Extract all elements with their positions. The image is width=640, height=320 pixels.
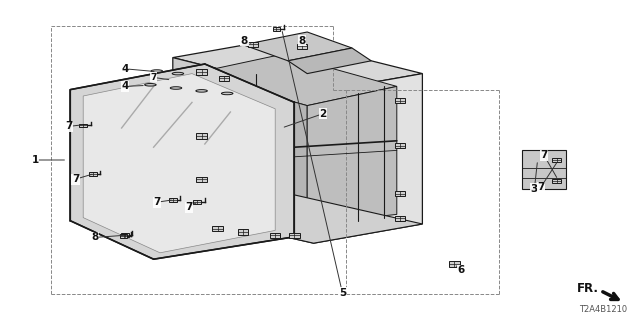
Text: 7: 7 <box>150 73 157 82</box>
Bar <box>297 44 307 49</box>
Ellipse shape <box>170 87 182 89</box>
Ellipse shape <box>145 84 156 86</box>
Bar <box>120 234 127 238</box>
Bar <box>289 233 300 238</box>
Bar <box>196 133 207 139</box>
Polygon shape <box>307 86 397 224</box>
Bar <box>212 226 223 231</box>
Bar <box>552 179 561 183</box>
Text: 7: 7 <box>540 150 548 160</box>
Bar <box>89 172 97 176</box>
Text: 1: 1 <box>31 155 39 165</box>
Bar <box>395 98 405 103</box>
Bar <box>273 27 280 31</box>
Bar <box>169 198 177 202</box>
Ellipse shape <box>172 72 184 75</box>
Bar <box>248 42 258 47</box>
Ellipse shape <box>151 70 163 72</box>
Bar <box>449 261 460 267</box>
Bar <box>395 143 405 148</box>
Polygon shape <box>70 64 294 259</box>
Polygon shape <box>173 58 314 243</box>
Polygon shape <box>192 74 307 224</box>
Text: 7: 7 <box>72 174 79 184</box>
Bar <box>395 216 405 221</box>
Bar <box>121 233 129 237</box>
Bar <box>395 191 405 196</box>
Text: 7: 7 <box>185 202 193 212</box>
Text: 4: 4 <box>121 64 129 74</box>
Polygon shape <box>314 74 422 243</box>
Polygon shape <box>192 54 397 106</box>
Bar <box>238 229 248 235</box>
Text: 8: 8 <box>241 36 248 46</box>
Text: 3: 3 <box>531 184 538 194</box>
Text: 6: 6 <box>457 265 465 276</box>
Ellipse shape <box>221 92 233 95</box>
Bar <box>270 233 280 238</box>
Text: 7: 7 <box>537 182 545 192</box>
Polygon shape <box>83 74 275 253</box>
Bar <box>196 177 207 182</box>
Polygon shape <box>288 48 371 74</box>
Text: 8: 8 <box>91 232 99 243</box>
Polygon shape <box>522 150 566 189</box>
Text: 2: 2 <box>319 108 327 119</box>
Text: 7: 7 <box>153 197 161 207</box>
Bar <box>196 69 207 75</box>
Polygon shape <box>173 192 422 243</box>
Polygon shape <box>173 38 422 93</box>
Text: FR.: FR. <box>577 282 598 294</box>
Text: 4: 4 <box>121 81 129 92</box>
Text: 7: 7 <box>65 121 73 132</box>
Bar <box>193 200 201 204</box>
Bar <box>79 124 87 127</box>
Ellipse shape <box>196 90 207 92</box>
Text: T2A4B1210: T2A4B1210 <box>579 305 627 314</box>
Bar <box>219 76 229 81</box>
Bar <box>552 158 561 162</box>
Text: 5: 5 <box>339 288 346 298</box>
Text: 8: 8 <box>298 36 306 46</box>
Polygon shape <box>243 32 352 61</box>
